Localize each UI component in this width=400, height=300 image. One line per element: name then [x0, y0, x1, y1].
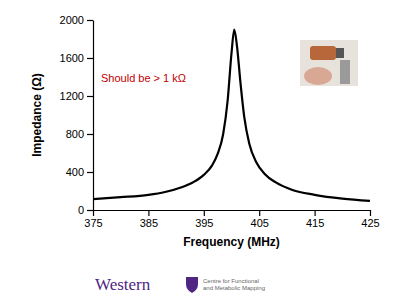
logo-caption: and Metabolic Mapping — [203, 285, 265, 291]
axis-line — [94, 210, 371, 211]
x-axis-title: Frequency (MHz) — [183, 235, 280, 249]
y-axis: 0 400 800 1200 1600 2000 — [60, 14, 94, 216]
tick-mark — [87, 172, 93, 173]
tick-mark — [87, 210, 93, 211]
tick-label: 425 — [361, 217, 379, 229]
logo-text: Western — [95, 275, 151, 294]
y-axis-title: Impedance (Ω) — [30, 73, 44, 157]
tick-label: 1600 — [60, 52, 84, 64]
tick: 800 — [66, 128, 93, 140]
tick-label: 405 — [251, 217, 269, 229]
tick-mark — [370, 210, 371, 216]
logo-caption: Centre for Functional — [203, 278, 259, 284]
plot: 375 385 395 405 415 425 0 400 800 1200 1600 2000 — [60, 14, 380, 229]
coil — [310, 46, 336, 60]
lines — [93, 30, 370, 201]
tick: 395 — [195, 210, 213, 229]
tick: 425 — [361, 210, 379, 229]
tick: 415 — [306, 210, 324, 229]
chart: 375 385 395 405 415 425 0 400 800 1200 1600 2000 Fre… — [0, 0, 400, 300]
fingers — [304, 67, 332, 85]
tick: 375 — [84, 210, 102, 229]
tick-mark — [204, 210, 205, 216]
tick-mark — [148, 210, 149, 216]
tick: 2000 — [60, 14, 93, 26]
impedance-line — [93, 30, 370, 201]
tick-mark — [87, 20, 93, 21]
tick-mark — [315, 210, 316, 216]
tick-label: 415 — [306, 217, 324, 229]
tick-label: 800 — [66, 128, 84, 140]
inset-photo — [300, 40, 358, 86]
tick-mark — [87, 58, 93, 59]
tick: 405 — [251, 210, 269, 229]
tick-mark — [93, 210, 94, 216]
photo-bg — [300, 40, 358, 86]
tick-label: 2000 — [60, 14, 84, 26]
tick-label: 400 — [66, 166, 84, 178]
tick-label: 0 — [78, 204, 84, 216]
tick: 1600 — [60, 52, 93, 64]
logo-crest — [186, 277, 198, 293]
tick-mark — [87, 96, 93, 97]
tick-label: 385 — [140, 217, 158, 229]
tick: 385 — [140, 210, 158, 229]
connector — [340, 60, 350, 84]
annotation: Should be > 1 kΩ — [101, 72, 186, 84]
tick-label: 375 — [84, 217, 102, 229]
axis-line — [93, 21, 94, 211]
tick-label: 1200 — [60, 90, 84, 102]
tick: 1200 — [60, 90, 93, 102]
tick-label: 395 — [195, 217, 213, 229]
x-axis: 375 385 395 405 415 425 — [84, 210, 379, 229]
tick: 400 — [66, 166, 93, 178]
capacitor — [336, 48, 344, 58]
tick: 0 — [78, 204, 93, 216]
tick-mark — [259, 210, 260, 216]
tick-mark — [87, 134, 93, 135]
